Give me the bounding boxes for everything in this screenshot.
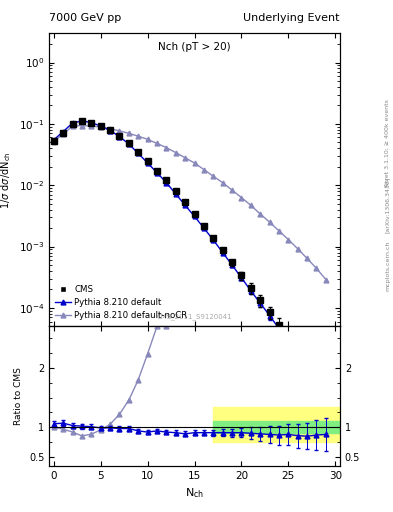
X-axis label: N$_\mathregular{ch}$: N$_\mathregular{ch}$ [185,486,204,500]
Y-axis label: Ratio to CMS: Ratio to CMS [14,367,23,425]
Text: mcplots.cern.ch: mcplots.cern.ch [385,241,390,291]
Text: 7000 GeV pp: 7000 GeV pp [49,13,121,23]
Text: CMS_2011_S9120041: CMS_2011_S9120041 [157,314,232,321]
Y-axis label: 1/$\sigma$ d$\sigma$/dN$_\mathregular{ch}$: 1/$\sigma$ d$\sigma$/dN$_\mathregular{ch… [0,151,13,208]
Text: Nch (pT > 20): Nch (pT > 20) [158,42,231,52]
Text: Underlying Event: Underlying Event [243,13,340,23]
Text: Rivet 3.1.10; ≥ 400k events: Rivet 3.1.10; ≥ 400k events [385,99,390,187]
Text: [arXiv:1306.3436]: [arXiv:1306.3436] [385,177,390,233]
Legend: CMS, Pythia 8.210 default, Pythia 8.210 default-noCR: CMS, Pythia 8.210 default, Pythia 8.210 … [52,281,191,324]
